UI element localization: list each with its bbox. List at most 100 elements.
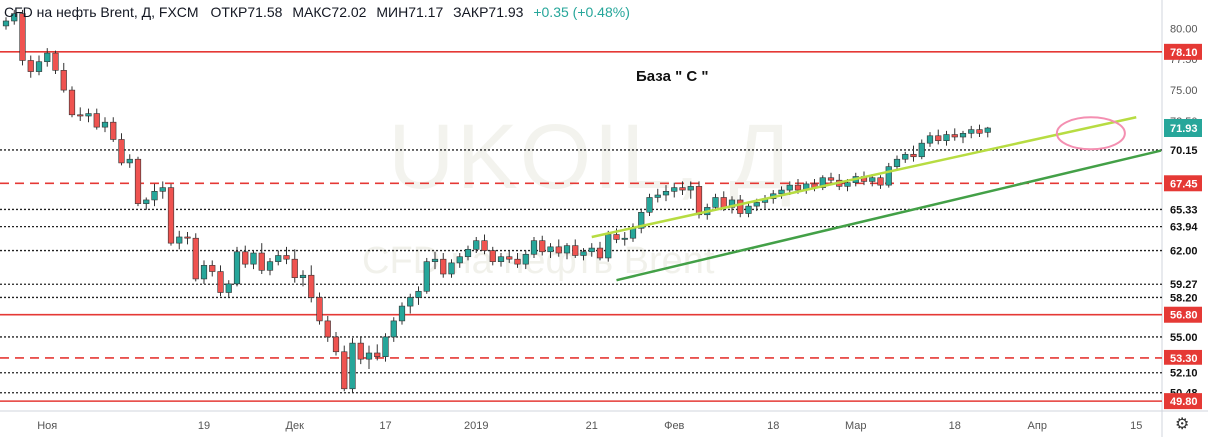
candle-body	[679, 187, 686, 191]
candle-body	[778, 189, 785, 195]
candle-body	[242, 251, 249, 265]
candle-body	[332, 336, 340, 353]
time-tick-label: 18	[949, 420, 961, 432]
candle-body	[382, 336, 389, 357]
candle-body	[926, 135, 934, 144]
candle-body	[283, 255, 290, 260]
low-value: МИН71.17	[376, 4, 444, 20]
candle-body	[27, 60, 34, 72]
price-tag-label: 67.45	[1170, 178, 1198, 190]
candle-body	[52, 52, 59, 71]
candle-body	[712, 197, 719, 208]
candle-body	[209, 265, 216, 272]
price-tag	[1164, 349, 1202, 366]
candle-body	[275, 255, 282, 262]
candle-body	[638, 211, 645, 229]
candle-body	[324, 320, 331, 338]
candle-body	[456, 256, 463, 264]
candle-body	[720, 197, 727, 208]
price-tag-label: 62.00	[1170, 246, 1198, 258]
price-tag-label: 52.10	[1170, 368, 1198, 380]
candle-body	[844, 182, 851, 187]
candle-body	[464, 249, 472, 258]
candle-body	[415, 290, 422, 298]
trend-line-upper	[591, 116, 1137, 239]
candle-body	[745, 205, 752, 214]
candle-body	[85, 113, 92, 117]
candle-body	[225, 283, 232, 293]
candle-body	[753, 202, 760, 207]
candle-body	[572, 245, 579, 256]
candle-body	[11, 13, 18, 22]
candle-body	[200, 265, 208, 280]
price-tag-label: 56.80	[1170, 310, 1198, 322]
price-tag-label: 59.27	[1170, 279, 1198, 291]
candle-body	[357, 342, 364, 360]
last-price-label: 71.93	[1170, 123, 1198, 135]
close-value: ЗАКР71.93	[453, 4, 524, 20]
candle-body	[646, 197, 653, 213]
candle-body	[184, 236, 191, 239]
price-tick-label: 77.50	[1170, 54, 1198, 66]
candle-body	[151, 191, 158, 201]
legend-header: CFD на нефть Brent, Д, FXCM ОТКР71.58 МА…	[4, 4, 638, 20]
time-tick-label: 2019	[464, 420, 488, 432]
price-tag-label: 63.94	[1170, 222, 1198, 234]
price-tag	[1164, 289, 1202, 306]
candle-body	[431, 258, 439, 262]
price-tag	[1164, 393, 1202, 410]
candle-body	[390, 320, 397, 338]
candle-body	[266, 261, 274, 271]
candle-body	[786, 184, 793, 191]
candle-body	[514, 258, 521, 265]
candle-body	[877, 177, 884, 186]
highlight-ellipse	[1055, 116, 1126, 151]
candle-body	[60, 70, 67, 91]
candle-body	[250, 252, 257, 265]
candle-body	[687, 186, 694, 191]
price-tag	[1164, 276, 1202, 293]
price-tick-label: 75.00	[1170, 85, 1198, 97]
candle-body	[885, 166, 892, 186]
candle-body	[605, 234, 612, 259]
candle-body	[134, 158, 142, 204]
candle-body	[943, 134, 950, 142]
price-tag-label: 58.20	[1170, 292, 1198, 304]
candle-body	[893, 158, 901, 167]
candle-body	[217, 271, 224, 293]
time-tick-label: 19	[198, 420, 210, 432]
candle-body	[192, 237, 199, 280]
candle-body	[316, 297, 323, 322]
annotation-text[interactable]: База " С "	[636, 68, 709, 85]
candle-body	[580, 251, 587, 256]
time-tick-label: 18	[767, 420, 779, 432]
candle-body	[489, 250, 496, 262]
price-tag	[1164, 218, 1202, 235]
price-tag-label: 65.33	[1170, 204, 1198, 216]
gear-icon[interactable]: ⚙	[1175, 416, 1190, 433]
candle-body	[101, 121, 109, 128]
candle-body	[563, 245, 571, 254]
candle-body	[19, 13, 26, 61]
candle-body	[819, 177, 826, 188]
time-tick-label: Ноя	[37, 420, 57, 432]
symbol-label[interactable]: CFD на нефть Brent, Д, FXCM	[4, 4, 199, 20]
candle-body	[695, 186, 703, 216]
candle-body	[398, 305, 406, 322]
candle-body	[827, 177, 835, 181]
price-tag	[1164, 201, 1202, 218]
candle-body	[918, 142, 925, 158]
price-tag	[1164, 175, 1202, 192]
time-tick-label: 17	[379, 420, 391, 432]
candle-body	[613, 234, 620, 240]
candle-body	[143, 199, 150, 204]
candle-body	[77, 114, 84, 117]
time-tick-label: Фев	[664, 420, 684, 432]
candle-body	[976, 129, 983, 134]
candle-body	[159, 187, 166, 192]
candle-body	[794, 184, 802, 191]
candle-body	[473, 240, 480, 250]
price-tag-label: 55.00	[1170, 332, 1198, 344]
